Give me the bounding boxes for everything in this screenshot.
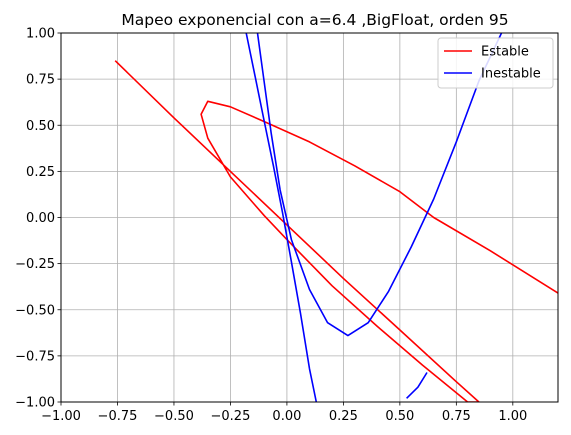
series-inestable-line [245, 33, 318, 402]
series-inestable-line-3 [406, 372, 428, 399]
series-inestable-line-2 [256, 33, 503, 337]
x-tick-label: 0.50 [385, 409, 414, 424]
y-tick-label: 0.25 [26, 165, 55, 180]
legend: Estable Inestable [437, 37, 554, 89]
y-tick-label: −0.50 [15, 303, 55, 318]
x-tick-label: 0.75 [442, 409, 471, 424]
chart-title: Mapeo exponencial con a=6.4 ,BigFloat, o… [121, 11, 508, 29]
x-tick-label: −0.25 [211, 409, 251, 424]
y-tick-label: 0.50 [26, 119, 55, 134]
x-tick-label: −0.75 [98, 409, 138, 424]
legend-label: Inestable [481, 67, 541, 82]
plot-series [114, 33, 558, 402]
plot-frame [60, 32, 559, 403]
x-tick-label: 0.00 [272, 409, 301, 424]
x-tick-label: −0.50 [154, 409, 194, 424]
y-tick-label: 0.00 [26, 211, 55, 226]
y-tick-label: 1.00 [26, 27, 55, 42]
axis-ticks: −1.00 −0.75 −0.50 −0.25 0.00 0.25 0.50 0.75 1.00… [15, 27, 527, 425]
series-estable-line [114, 60, 558, 402]
legend-label: Estable [481, 45, 529, 60]
x-tick-label: −1.00 [41, 409, 81, 424]
y-tick-label: 0.75 [26, 73, 55, 88]
y-tick-label: −0.25 [15, 257, 55, 272]
y-tick-label: −1.00 [15, 396, 55, 411]
y-tick-label: −0.75 [15, 349, 55, 364]
x-tick-label: 0.25 [329, 409, 358, 424]
x-tick-label: 1.00 [498, 409, 527, 424]
